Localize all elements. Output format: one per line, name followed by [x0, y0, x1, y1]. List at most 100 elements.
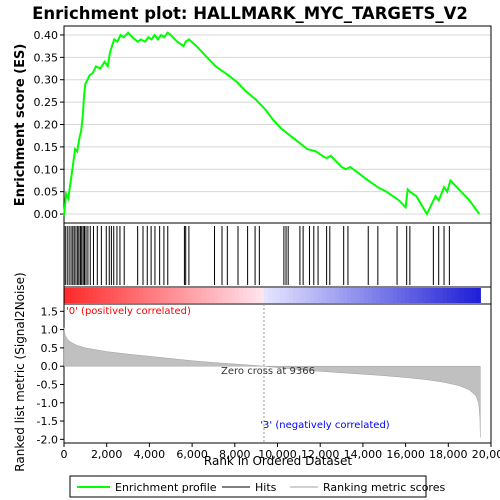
rank-color-segment — [276, 288, 282, 303]
ranked-y-tick-label: 1.0 — [41, 324, 59, 337]
hits-marks — [64, 226, 450, 285]
rank-color-segment — [380, 288, 386, 303]
ranked-y-tick-label: -2.0 — [37, 433, 58, 446]
ranked-x-tick-label: 20,000 — [472, 448, 500, 461]
rank-color-segment — [284, 288, 290, 303]
rank-color-segment — [334, 288, 340, 303]
rank-color-segment — [309, 288, 315, 303]
rank-color-segment — [392, 288, 398, 303]
ranked-x-tick-label: 14,000 — [344, 448, 383, 461]
rank-color-segment — [372, 288, 377, 303]
rank-color-segment — [147, 288, 153, 303]
ranked-y-tick-label: -1.0 — [37, 397, 58, 410]
rank-color-segment — [297, 288, 302, 303]
rank-color-segment — [122, 288, 128, 303]
enrichment-profile-line — [63, 31, 481, 217]
rank-color-segment — [105, 288, 111, 303]
rank-color-segment — [447, 288, 452, 303]
rank-color-segment — [384, 288, 390, 303]
legend-metric-label: Ranking metric scores — [323, 481, 445, 494]
rank-color-segment — [97, 288, 103, 303]
rank-color-segment — [351, 288, 357, 303]
zero-cross-label: Zero cross at 9366 — [221, 366, 315, 377]
ranked-x-tick-label: 16,000 — [386, 448, 425, 461]
rank-color-segment — [193, 288, 198, 303]
es-y-tick-label: 0.30 — [34, 74, 59, 87]
rank-color-segment — [313, 288, 319, 303]
rank-color-segment — [138, 288, 144, 303]
rank-color-segment — [255, 288, 261, 303]
rank-color-segment — [305, 288, 311, 303]
es-y-tick-label: 0.35 — [34, 51, 59, 64]
es-y-tick-label: 0.05 — [34, 186, 59, 199]
ranked-x-tick-label: 4,000 — [134, 448, 166, 461]
ranked-y-tick-label: 1.5 — [41, 305, 59, 318]
rank-color-segment — [126, 288, 132, 303]
rank-color-segment — [226, 288, 232, 303]
rank-color-segment — [363, 288, 369, 303]
es-y-tick-label: 0.40 — [34, 29, 59, 42]
es-y-axis: 0.00 0.05 0.10 0.15 0.20 0.25 0.30 0.35 0.40 — [34, 29, 64, 221]
es-y-tick-label: 0.10 — [34, 163, 59, 176]
es-y-axis-label: Enrichment score (ES) — [13, 44, 28, 207]
positive-correlated-label: '0' (positively correlated) — [66, 306, 191, 317]
rank-color-segment — [238, 288, 244, 303]
rank-color-segment — [317, 288, 323, 303]
rank-color-segment — [201, 288, 207, 303]
rank-color-segment — [118, 288, 123, 303]
rank-color-segment — [197, 288, 202, 303]
rank-color-segment — [272, 288, 277, 303]
ranked-y-tick-label: -0.5 — [37, 378, 58, 391]
rank-color-segment — [263, 288, 269, 303]
rank-color-segment — [205, 288, 211, 303]
es-y-tick-label: 0.00 — [34, 208, 59, 221]
rank-color-segment — [230, 288, 236, 303]
rank-color-segment — [463, 288, 469, 303]
rank-color-segment — [409, 288, 415, 303]
ranked-x-tick-label: 8,000 — [219, 448, 251, 461]
ranked-y-axis-label: Ranked list metric (Signal2Noise) — [13, 272, 27, 471]
rank-color-segment — [188, 288, 194, 303]
rank-color-segment — [413, 288, 419, 303]
rank-color-segment — [184, 288, 190, 303]
rank-color-segment — [467, 288, 473, 303]
rank-color-segment — [247, 288, 252, 303]
rank-color-segment — [155, 288, 161, 303]
rank-color-segment — [367, 288, 373, 303]
rank-color-segment — [159, 288, 165, 303]
rank-color-segment — [213, 288, 219, 303]
rank-color-segment — [218, 288, 223, 303]
negative-correlated-label: '3' (negatively correlated) — [260, 420, 389, 431]
ranked-x-tick-label: 10,000 — [258, 448, 297, 461]
rank-color-segment — [109, 288, 115, 303]
rank-color-segment — [355, 288, 361, 303]
rank-color-segment — [172, 288, 178, 303]
rank-color-segment — [72, 288, 78, 303]
ranked-x-tick-label: 12,000 — [301, 448, 340, 461]
es-y-tick-label: 0.25 — [34, 96, 59, 109]
rank-color-segment — [322, 288, 327, 303]
ranked-x-tick-label: 18,000 — [429, 448, 468, 461]
rank-color-segment — [397, 288, 402, 303]
rank-color-segment — [438, 288, 444, 303]
rank-color-segment — [326, 288, 332, 303]
chart-title: Enrichment plot: HALLMARK_MYC_TARGETS_V2 — [32, 4, 468, 23]
rank-color-segment — [93, 288, 98, 303]
rank-color-segment — [442, 288, 448, 303]
rank-color-segment — [130, 288, 136, 303]
rank-color-segment — [134, 288, 140, 303]
ranked-x-tick-label: 6,000 — [176, 448, 208, 461]
rank-color-segment — [347, 288, 352, 303]
rank-color-segment — [288, 288, 294, 303]
rank-color-segment — [64, 288, 69, 303]
rank-color-segment — [163, 288, 169, 303]
rank-color-segment — [143, 288, 148, 303]
ranked-y-tick-label: -1.5 — [37, 415, 58, 428]
hits-panel-frame — [63, 222, 492, 288]
rank-color-segment — [338, 288, 344, 303]
es-y-tick-label: 0.15 — [34, 141, 59, 154]
rank-color-segment — [455, 288, 461, 303]
rank-color-segment — [76, 288, 82, 303]
rank-color-segment — [342, 288, 348, 303]
rank-color-segment — [267, 288, 273, 303]
